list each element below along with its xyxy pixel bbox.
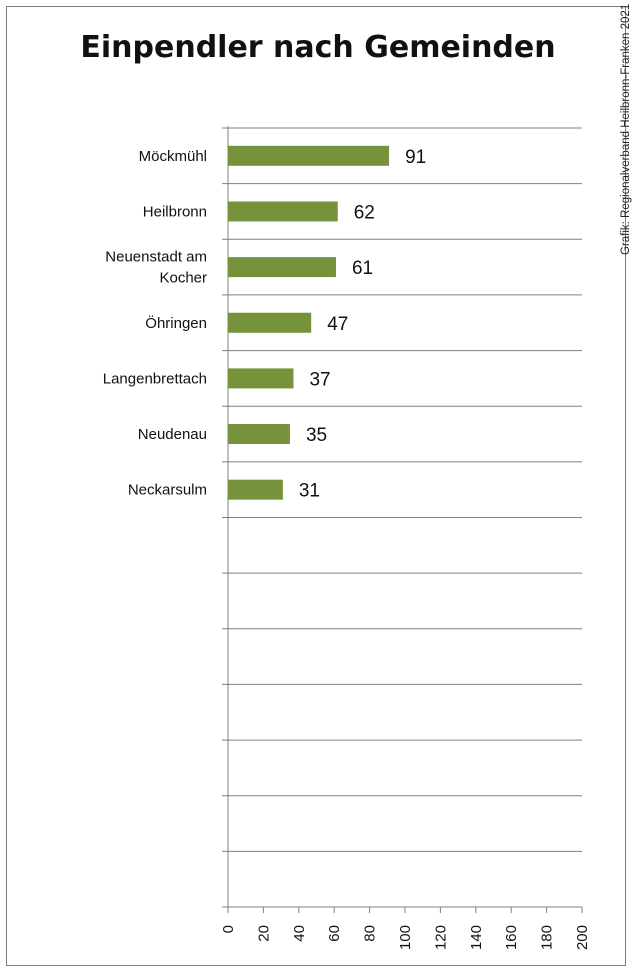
x-tick-label: 200 bbox=[574, 925, 591, 950]
category-label: Möckmühl bbox=[139, 148, 207, 165]
chart-frame bbox=[6, 6, 626, 966]
category-label: Langenbrettach bbox=[103, 370, 207, 387]
bar bbox=[228, 424, 290, 445]
x-tick-label: 160 bbox=[503, 925, 520, 950]
x-tick-label: 80 bbox=[362, 925, 379, 942]
bar bbox=[228, 312, 312, 333]
x-tick-label: 40 bbox=[291, 925, 308, 942]
value-label: 47 bbox=[327, 314, 348, 335]
bar bbox=[228, 368, 294, 389]
category-label: Neudenau bbox=[138, 426, 207, 443]
category-label: Heilbronn bbox=[143, 203, 207, 220]
value-label: 61 bbox=[352, 258, 373, 279]
category-label: Neuenstadt am bbox=[105, 249, 207, 266]
x-tick-label: 60 bbox=[326, 925, 343, 942]
value-label: 37 bbox=[309, 369, 330, 390]
value-label: 91 bbox=[405, 147, 426, 168]
bar bbox=[228, 257, 336, 278]
category-labels: Möckmühl Heilbronn Neuenstadt am Kocher Öhri… bbox=[103, 148, 207, 499]
x-tick-label: 20 bbox=[255, 925, 272, 942]
category-label: Kocher bbox=[159, 270, 207, 287]
value-label: 62 bbox=[354, 202, 375, 223]
gridlines bbox=[222, 126, 583, 913]
x-tick-label: 180 bbox=[539, 925, 556, 950]
bar bbox=[228, 201, 338, 222]
x-tick-label: 100 bbox=[397, 925, 414, 950]
value-labels: 91 62 61 47 37 35 31 bbox=[299, 147, 426, 502]
x-tick-label: 140 bbox=[468, 925, 485, 950]
bar bbox=[228, 145, 390, 166]
category-label: Öhringen bbox=[145, 314, 207, 332]
value-label: 31 bbox=[299, 481, 320, 502]
category-label: Neckarsulm bbox=[128, 482, 207, 499]
bars bbox=[228, 145, 390, 500]
x-tick-label: 0 bbox=[220, 925, 237, 933]
x-tick-label: 120 bbox=[432, 925, 449, 950]
chart-title: Einpendler nach Gemeinden bbox=[80, 30, 556, 65]
value-label: 35 bbox=[306, 425, 327, 446]
x-tick-labels: 0 20 40 60 80 100 120 140 160 180 200 bbox=[220, 925, 591, 950]
bar bbox=[228, 479, 283, 500]
